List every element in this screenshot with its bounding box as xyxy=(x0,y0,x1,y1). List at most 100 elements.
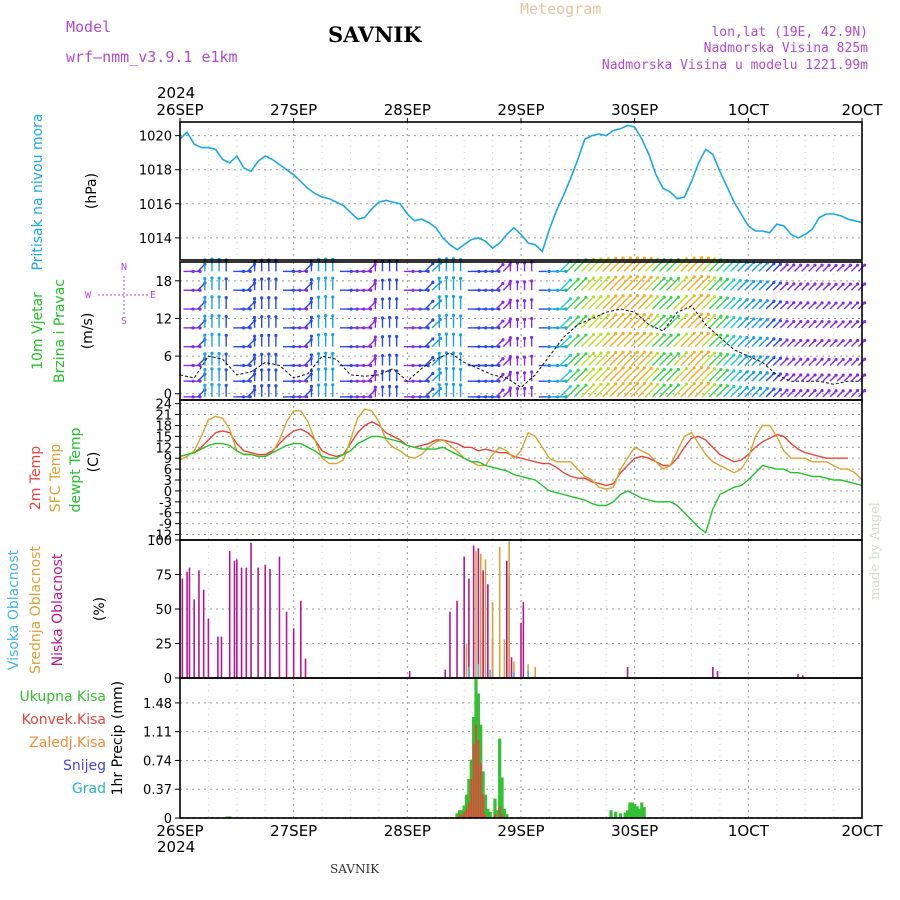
wind-arrow-head xyxy=(316,367,321,372)
wind-arrow-head xyxy=(274,296,278,300)
wind-arrow xyxy=(708,353,722,366)
wind-arrow-head xyxy=(530,279,534,283)
temp-title-dewpt: dewpt Temp xyxy=(68,427,84,512)
wind-arrow-head xyxy=(203,383,207,387)
wind-arrow-head xyxy=(380,353,385,358)
wind-arrow-head xyxy=(792,319,796,324)
wind-arrow-head xyxy=(309,384,314,388)
wind-arrow-head xyxy=(591,314,596,318)
wind-arrow xyxy=(666,334,679,348)
wind-arrow-head xyxy=(515,336,520,341)
wind-arrow-head xyxy=(437,367,441,371)
wind-arrow-head xyxy=(606,332,610,336)
wind-arrow-head xyxy=(501,319,505,323)
wind-arrow-head xyxy=(576,296,580,300)
wind-arrow xyxy=(659,297,672,310)
wind-arrow xyxy=(651,353,665,366)
wind-arrow-head xyxy=(584,276,588,281)
wind-arrow-head xyxy=(827,263,831,267)
wind-arrow-head xyxy=(437,351,441,355)
wind-arrow xyxy=(246,282,256,291)
wind-arrow xyxy=(722,354,735,366)
wind-arrow-head xyxy=(738,385,742,389)
wind-arrow xyxy=(197,339,206,348)
wind-arrow-head xyxy=(621,381,625,386)
wind-arrow xyxy=(715,278,728,291)
wind-arrow-head xyxy=(863,301,867,305)
wind-arrow-head xyxy=(676,295,681,299)
wind-arrow xyxy=(616,276,631,291)
wind-arrow-head xyxy=(649,350,653,355)
wind-arrow xyxy=(744,280,755,291)
wind-arrow-head xyxy=(459,333,463,337)
wind-arrow xyxy=(751,318,761,329)
wind-arrow-head xyxy=(738,297,742,301)
wind-arrow-head xyxy=(827,282,831,286)
wind-arrow-head xyxy=(848,338,852,343)
wind-arrow-head xyxy=(274,352,278,356)
wind-arrow-head xyxy=(712,382,717,387)
wind-arrow-head xyxy=(373,369,377,374)
wind-arrow-head xyxy=(642,275,647,279)
precip-bar-total_precip xyxy=(635,806,639,818)
wind-arrow-head xyxy=(725,334,729,338)
wind-arrow-head xyxy=(855,320,860,324)
wind-arrow-head xyxy=(459,383,463,387)
wind-arrow-head xyxy=(426,345,430,349)
wind-arrow xyxy=(730,280,741,291)
wind-arrow-head xyxy=(785,263,789,267)
wind-arrow xyxy=(587,383,602,398)
wind-arrow xyxy=(246,357,256,366)
wind-arrow xyxy=(694,351,709,366)
wind-arrow-head xyxy=(765,280,769,284)
wind-arrow xyxy=(623,313,638,329)
wind-arrow xyxy=(715,385,728,398)
wind-arrow-head xyxy=(451,332,456,336)
wind-arrow xyxy=(737,387,748,398)
wind-arrow-head xyxy=(584,314,588,318)
wind-arrow-head xyxy=(599,295,603,299)
wind-arrow-head xyxy=(252,369,257,373)
wind-arrow xyxy=(602,295,617,310)
precip-bar-convective xyxy=(482,794,485,818)
wind-arrow xyxy=(616,351,631,366)
precip-unit: (mm) xyxy=(110,681,126,719)
wind-arrow xyxy=(659,369,672,382)
y-tick-label: 1.48 xyxy=(143,697,172,712)
wind-arrow-head xyxy=(437,314,441,318)
wind-arrow xyxy=(602,314,617,329)
wind-arrow-head xyxy=(732,369,736,373)
wind-arrow xyxy=(566,316,579,329)
wind-arrow-head xyxy=(501,281,505,286)
precip-bar-convective xyxy=(501,814,503,818)
wind-arrow xyxy=(587,352,602,366)
wind-arrow-head xyxy=(792,338,796,342)
wind-arrow-head xyxy=(662,352,666,356)
wind-arrow-head xyxy=(591,276,596,280)
wind-arrow xyxy=(424,338,434,348)
wind-arrow-head xyxy=(758,336,763,340)
precip-bar-convective xyxy=(458,814,461,818)
wind-arrow-head xyxy=(564,269,568,274)
wind-arrow-head xyxy=(848,301,852,305)
wind-arrow xyxy=(765,300,775,310)
wind-arrow xyxy=(694,382,709,398)
wind-arrow-head xyxy=(628,293,632,298)
wind-arrow-head xyxy=(426,395,430,399)
wind-arrow xyxy=(701,352,716,366)
wind-arrow-head xyxy=(316,352,321,356)
wind-arrow-head xyxy=(778,281,782,285)
wind-arrow-head xyxy=(431,337,435,341)
wind-arrow-head xyxy=(635,275,640,279)
wind-arrow xyxy=(303,373,312,382)
wind-arrow xyxy=(687,351,703,366)
panel-frame xyxy=(179,677,863,819)
wind-arrow-head xyxy=(628,350,632,354)
wind-arrow xyxy=(246,389,256,398)
wind-arrow-head xyxy=(515,387,520,391)
x-tick-label-bottom: 27SEP xyxy=(270,822,317,840)
wind-arrow xyxy=(630,383,645,398)
wind-arrow xyxy=(666,315,679,329)
precip-bar-total_precip xyxy=(502,808,507,818)
wind-arrow-head xyxy=(765,299,769,303)
